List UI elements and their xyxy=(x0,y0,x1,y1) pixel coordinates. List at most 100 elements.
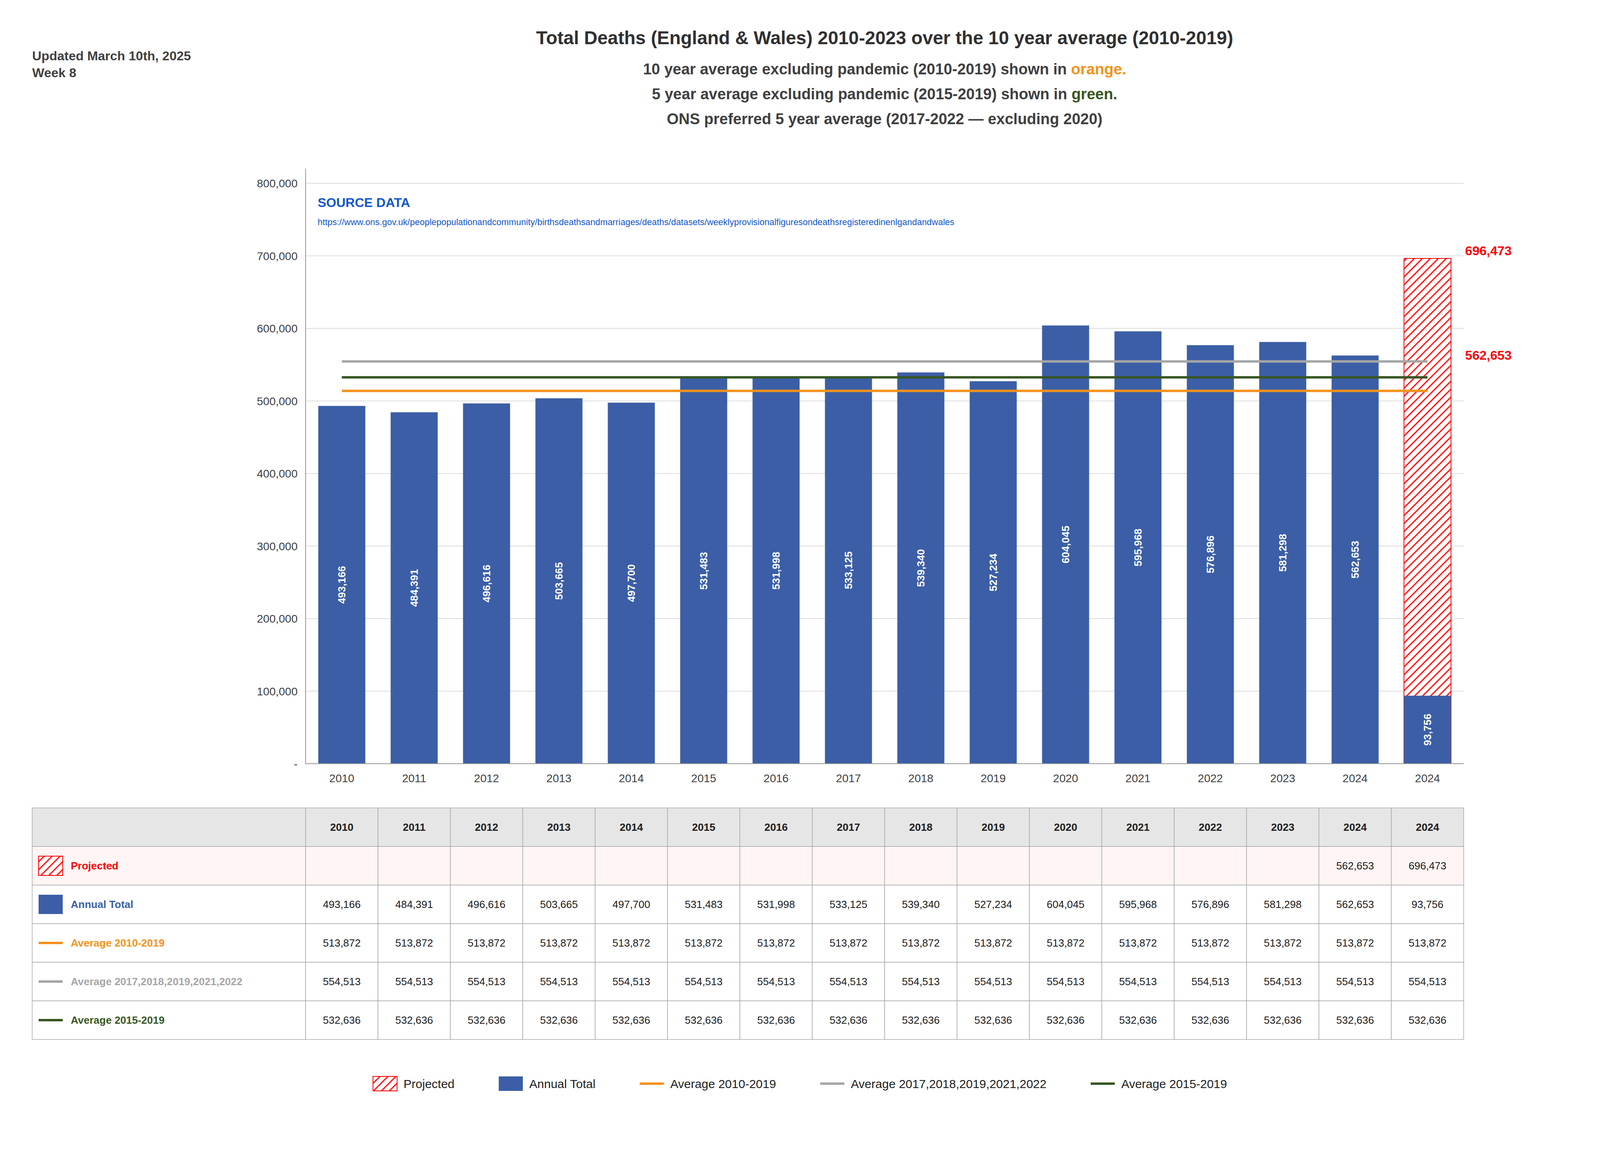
data-label: 496,616 xyxy=(480,564,493,603)
data-label: 576,896 xyxy=(1204,535,1217,574)
table-cell-text: 513,872 xyxy=(1046,937,1085,950)
table-cell xyxy=(522,846,596,886)
table-header-text: 2010 xyxy=(330,821,354,834)
legend-label: Annual Total xyxy=(529,1077,596,1091)
table-cell-text: 696,473 xyxy=(1408,860,1447,873)
table-header-cell xyxy=(1318,808,1392,847)
table-cell-text: 554,513 xyxy=(1263,975,1302,988)
table-cell xyxy=(32,962,306,1002)
table-row-label: Average 2015-2019 xyxy=(70,1014,165,1027)
x-tick-label: 2014 xyxy=(618,772,644,785)
table-cell xyxy=(305,1001,378,1040)
table-cell xyxy=(450,1001,523,1040)
table-cell xyxy=(522,924,596,963)
table-cell xyxy=(1246,1001,1319,1040)
table-cell xyxy=(1174,924,1247,963)
table-cell xyxy=(812,1001,885,1040)
data-label: 484,391 xyxy=(408,569,421,608)
table-cell xyxy=(595,1001,668,1040)
table-cell xyxy=(1246,962,1319,1002)
subtitle-part: green. xyxy=(1071,85,1118,103)
table-cell xyxy=(1318,962,1392,1002)
table-cell xyxy=(450,885,523,925)
y-axis-line xyxy=(305,168,307,765)
table-cell-text: 539,340 xyxy=(901,898,940,911)
table-cell xyxy=(1101,885,1175,925)
bar xyxy=(318,406,366,765)
reference-line xyxy=(341,360,1428,363)
table-cell-text: 554,513 xyxy=(1336,975,1375,988)
table-cell xyxy=(595,885,668,925)
table-header-cell xyxy=(595,808,668,847)
data-label: 533,125 xyxy=(842,551,855,590)
table-cell xyxy=(1101,846,1175,886)
table-cell xyxy=(1174,1001,1247,1040)
updated-line: Week 8 xyxy=(32,65,77,81)
table-cell-text: 554,513 xyxy=(829,975,868,988)
bar xyxy=(607,402,656,765)
grid-line xyxy=(305,328,1464,329)
table-cell xyxy=(1246,885,1319,925)
subtitle-part: ONS preferred 5 year average (2017-2022 … xyxy=(666,110,1103,128)
table-cell xyxy=(884,885,958,925)
table-cell xyxy=(1029,885,1102,925)
table-cell xyxy=(1391,846,1464,886)
y-tick-label: 100,000 xyxy=(256,685,298,699)
bar xyxy=(1404,258,1452,765)
table-cell xyxy=(812,846,885,886)
table-cell-text: 503,665 xyxy=(540,898,578,911)
table-cell-text: 532,636 xyxy=(901,1014,940,1027)
table-cell-text: 513,872 xyxy=(829,937,868,950)
table-cell xyxy=(812,885,885,925)
table-cell xyxy=(884,962,958,1002)
table-cell-text: 484,391 xyxy=(395,898,434,911)
table-header-text: 2011 xyxy=(402,821,426,834)
table-cell xyxy=(305,885,378,925)
table-cell xyxy=(1391,1001,1464,1040)
table-cell xyxy=(1101,1001,1175,1040)
table-cell xyxy=(1029,962,1102,1002)
table-cell xyxy=(1391,924,1464,963)
table-cell-text: 554,513 xyxy=(612,975,651,988)
x-tick-label: 2024 xyxy=(1415,772,1440,785)
table-header-text: 2016 xyxy=(764,821,788,834)
table-cell xyxy=(522,962,596,1002)
table-cell-text: 554,513 xyxy=(395,975,434,988)
x-tick-label: 2012 xyxy=(474,772,500,785)
table-swatch xyxy=(38,895,63,915)
table-row-label: Annual Total xyxy=(70,898,134,911)
table-cell-text: 93,756 xyxy=(1411,898,1444,911)
table-cell-text: 554,513 xyxy=(684,975,723,988)
table-cell xyxy=(884,1001,958,1040)
data-label: 93,756 xyxy=(1421,714,1434,747)
subtitle: ONS preferred 5 year average (2017-2022 … xyxy=(666,110,1103,128)
table-cell-text: 533,125 xyxy=(829,898,868,911)
x-tick-label: 2013 xyxy=(546,772,572,785)
table-swatch xyxy=(38,980,63,984)
table-cell-text: 513,872 xyxy=(612,937,651,950)
table-cell xyxy=(450,924,523,963)
table-cell xyxy=(812,924,885,963)
table-header-text: 2014 xyxy=(619,821,643,834)
table-header-cell xyxy=(377,808,451,847)
legend-item: Annual Total xyxy=(498,1076,596,1092)
table-cell-text: 513,872 xyxy=(1336,937,1375,950)
x-tick-label: 2020 xyxy=(1053,772,1079,785)
title: Total Deaths (England & Wales) 2010-2023… xyxy=(536,27,1233,49)
table-cell xyxy=(1101,962,1175,1002)
legend-item: Average 2010-2019 xyxy=(639,1077,777,1091)
table-header-text: 2023 xyxy=(1271,821,1295,834)
bar xyxy=(897,372,945,765)
data-label: 581,298 xyxy=(1276,534,1289,572)
table-cell-text: 532,636 xyxy=(540,1014,578,1027)
table-header-text: 2018 xyxy=(909,821,933,834)
table-cell xyxy=(377,924,451,963)
legend-swatch xyxy=(1090,1082,1115,1086)
table-cell-text: 513,872 xyxy=(1119,937,1157,950)
table-header-text: 2013 xyxy=(547,821,571,834)
table-header-text: 2017 xyxy=(836,821,861,834)
table-cell-text: 554,513 xyxy=(540,975,578,988)
bar xyxy=(463,403,511,765)
table-cell-text: 532,636 xyxy=(467,1014,506,1027)
table-cell-text: 532,636 xyxy=(1191,1014,1230,1027)
